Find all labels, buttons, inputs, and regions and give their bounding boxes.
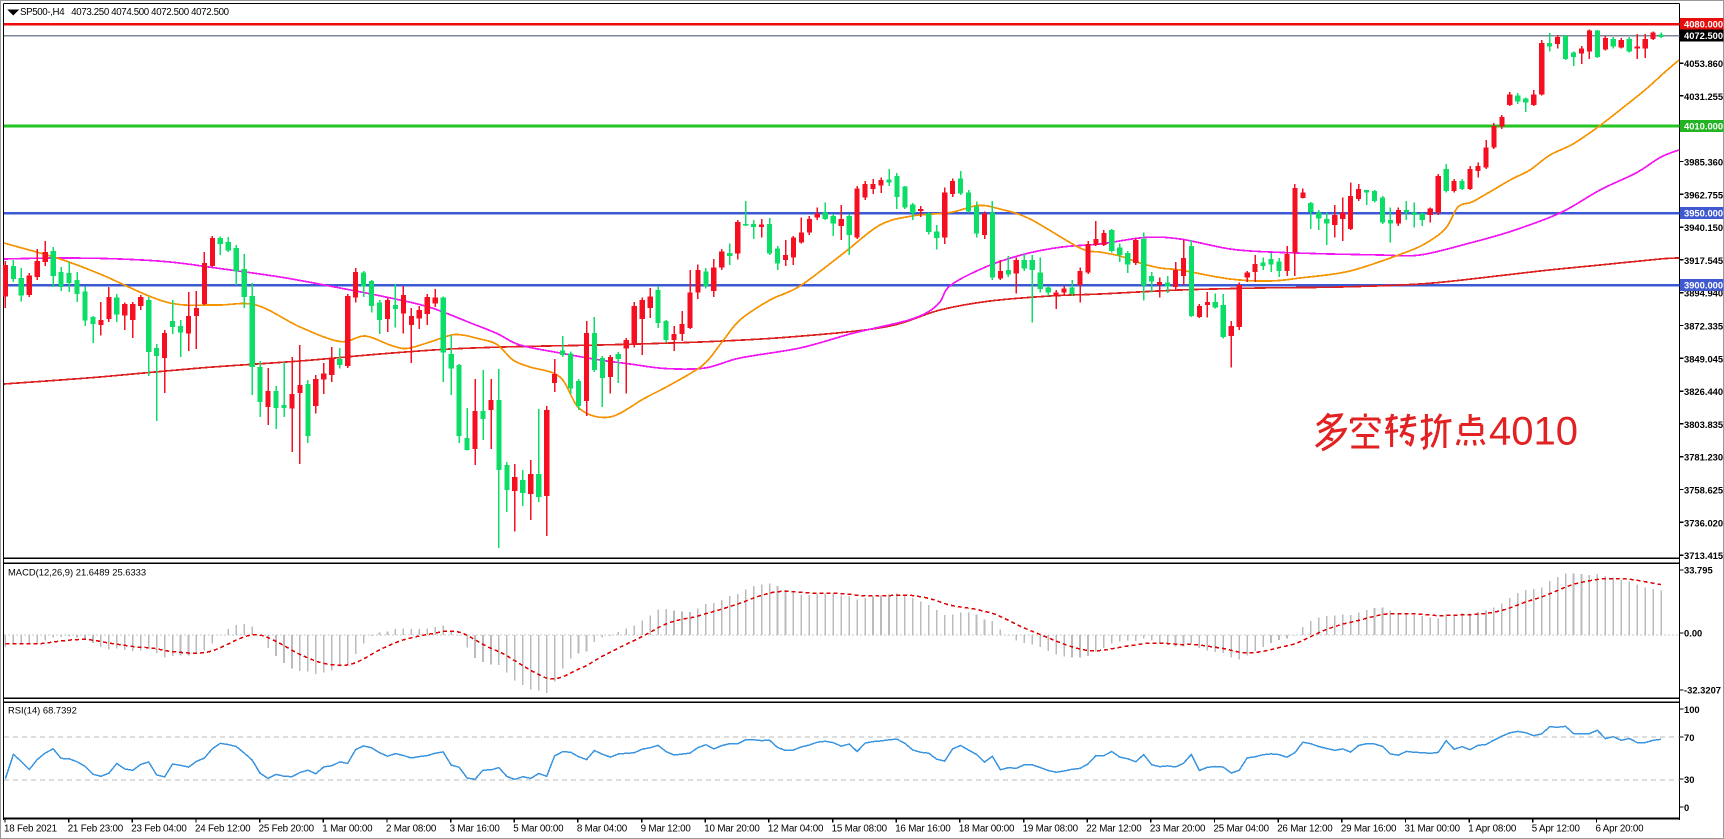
svg-text:0: 0 xyxy=(1684,802,1689,813)
svg-text:3 Mar 16:00: 3 Mar 16:00 xyxy=(450,824,501,835)
svg-text:18 Mar 00:00: 18 Mar 00:00 xyxy=(959,824,1015,835)
svg-text:9 Mar 12:00: 9 Mar 12:00 xyxy=(641,824,692,835)
svg-text:3950.000: 3950.000 xyxy=(1684,208,1723,219)
svg-text:3781.230: 3781.230 xyxy=(1684,452,1723,463)
svg-text:2 Mar 08:00: 2 Mar 08:00 xyxy=(386,824,437,835)
svg-text:10 Mar 20:00: 10 Mar 20:00 xyxy=(704,824,760,835)
svg-text:4053.860: 4053.860 xyxy=(1684,58,1723,69)
svg-text:19 Mar 08:00: 19 Mar 08:00 xyxy=(1023,824,1079,835)
svg-text:RSI(14) 68.7392: RSI(14) 68.7392 xyxy=(8,705,77,716)
svg-text:15 Mar 08:00: 15 Mar 08:00 xyxy=(832,824,888,835)
svg-text:MACD(12,26,9) 21.6489 25.6333: MACD(12,26,9) 21.6489 25.6333 xyxy=(8,567,146,578)
svg-text:1 Apr 08:00: 1 Apr 08:00 xyxy=(1468,824,1517,835)
svg-text:3917.545: 3917.545 xyxy=(1684,255,1723,266)
svg-text:25 Mar 04:00: 25 Mar 04:00 xyxy=(1214,824,1270,835)
svg-text:3758.625: 3758.625 xyxy=(1684,485,1723,496)
svg-text:30: 30 xyxy=(1684,774,1694,785)
svg-text:6 Apr 20:00: 6 Apr 20:00 xyxy=(1596,824,1645,835)
svg-text:25 Feb 20:00: 25 Feb 20:00 xyxy=(259,824,315,835)
svg-text:3894.940: 3894.940 xyxy=(1684,288,1723,299)
svg-text:33.795: 33.795 xyxy=(1684,565,1713,576)
svg-text:8 Mar 04:00: 8 Mar 04:00 xyxy=(577,824,628,835)
svg-text:3985.360: 3985.360 xyxy=(1684,157,1723,168)
svg-text:3940.150: 3940.150 xyxy=(1684,222,1723,233)
svg-text:24 Feb 12:00: 24 Feb 12:00 xyxy=(195,824,251,835)
svg-text:3872.335: 3872.335 xyxy=(1684,321,1723,332)
svg-text:21 Feb 23:00: 21 Feb 23:00 xyxy=(68,824,124,835)
svg-text:100: 100 xyxy=(1684,704,1700,715)
svg-text:SP500-,H4 4073.250 4074.500: SP500-,H4 4073.250 4074.500 4072.500 407… xyxy=(20,7,230,18)
svg-text:4080.000: 4080.000 xyxy=(1684,19,1723,30)
svg-text:16 Mar 16:00: 16 Mar 16:00 xyxy=(895,824,951,835)
svg-text:4010: 4010 xyxy=(1489,410,1578,454)
svg-text:31 Mar 00:00: 31 Mar 00:00 xyxy=(1405,824,1461,835)
svg-text:23 Mar 20:00: 23 Mar 20:00 xyxy=(1150,824,1206,835)
svg-text:3900.000: 3900.000 xyxy=(1684,280,1723,291)
svg-text:3803.835: 3803.835 xyxy=(1684,419,1723,430)
svg-text:0.00: 0.00 xyxy=(1684,628,1702,639)
svg-text:4031.255: 4031.255 xyxy=(1684,91,1723,102)
svg-text:26 Mar 12:00: 26 Mar 12:00 xyxy=(1277,824,1333,835)
svg-text:3826.440: 3826.440 xyxy=(1684,386,1723,397)
svg-text:4072.500: 4072.500 xyxy=(1684,30,1723,41)
svg-text:12 Mar 04:00: 12 Mar 04:00 xyxy=(768,824,824,835)
svg-text:3962.755: 3962.755 xyxy=(1684,189,1723,200)
svg-text:5 Apr 12:00: 5 Apr 12:00 xyxy=(1532,824,1581,835)
svg-text:70: 70 xyxy=(1684,732,1694,743)
svg-text:29 Mar 16:00: 29 Mar 16:00 xyxy=(1341,824,1397,835)
svg-text:23 Feb 04:00: 23 Feb 04:00 xyxy=(131,824,187,835)
svg-text:3849.045: 3849.045 xyxy=(1684,353,1723,364)
svg-text:-32.3207: -32.3207 xyxy=(1684,685,1721,696)
svg-text:22 Mar 12:00: 22 Mar 12:00 xyxy=(1086,824,1142,835)
svg-text:5 Mar 00:00: 5 Mar 00:00 xyxy=(513,824,564,835)
svg-text:18 Feb 2021: 18 Feb 2021 xyxy=(4,824,57,835)
svg-text:1 Mar 00:00: 1 Mar 00:00 xyxy=(322,824,373,835)
svg-text:3713.415: 3713.415 xyxy=(1684,550,1723,561)
svg-text:3736.020: 3736.020 xyxy=(1684,517,1723,528)
svg-text:4010.000: 4010.000 xyxy=(1684,121,1723,132)
